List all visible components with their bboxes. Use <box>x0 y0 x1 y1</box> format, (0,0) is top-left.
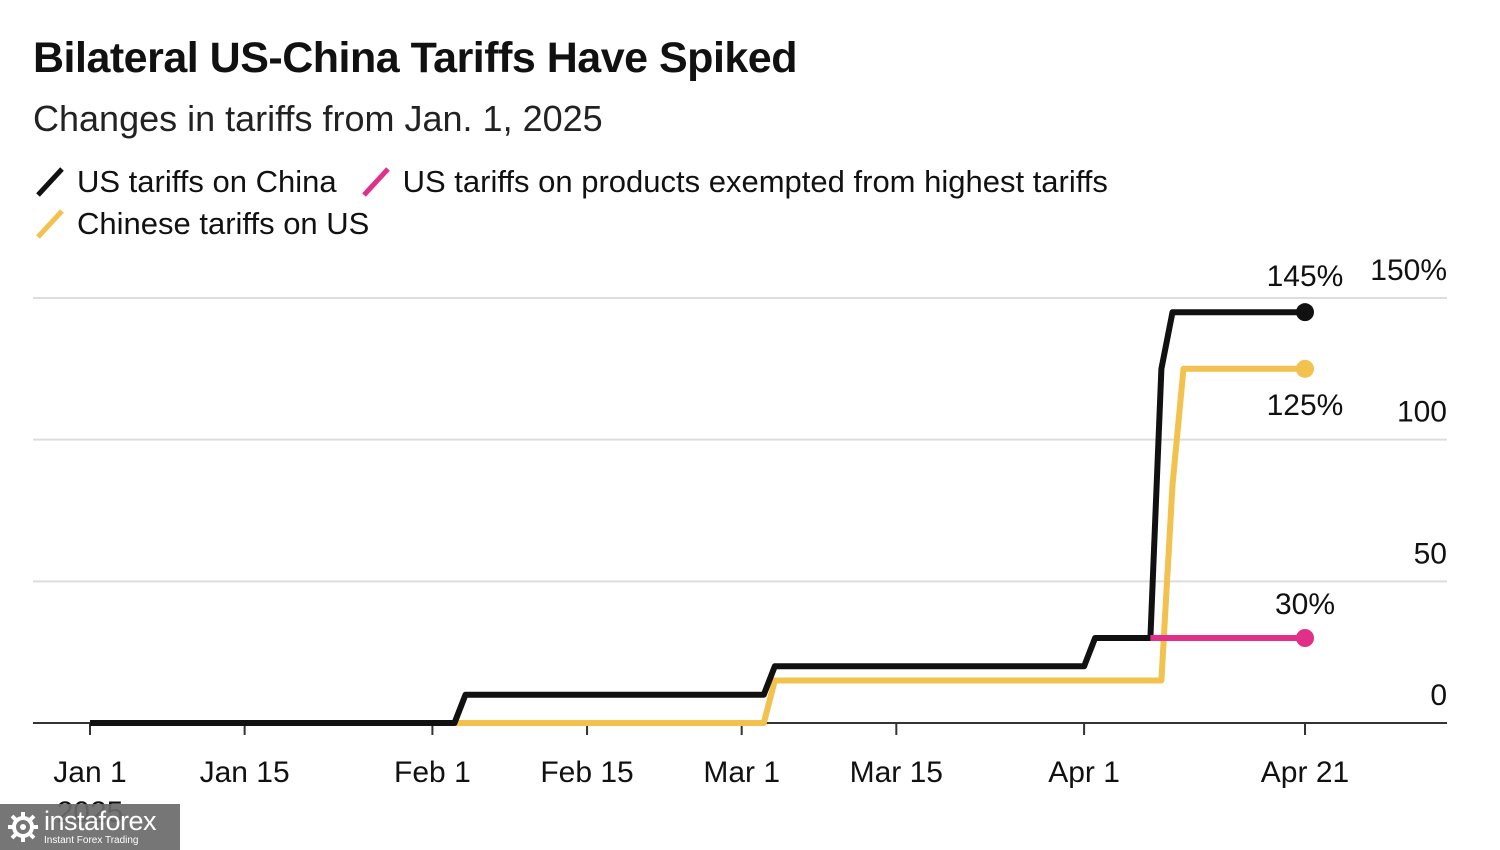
legend-row-2: Chinese tariffs on US <box>33 204 391 244</box>
watermark-brand: instaforex <box>44 806 157 836</box>
x-tick-label-2025-03-01: Mar 1 <box>703 756 780 789</box>
y-tick-label-150: 150% <box>1370 254 1447 287</box>
y-tick-label-50: 50 <box>1414 537 1447 570</box>
x-tick-label-2025-01-01: Jan 1 <box>53 756 126 789</box>
x-tick-label-2025-04-01: Apr 1 <box>1048 756 1120 789</box>
end-label-0: 145% <box>1267 260 1344 293</box>
y-tick-label-100: 100 <box>1397 396 1447 429</box>
legend-label-exempted: US tariffs on products exempted from hig… <box>402 164 1108 199</box>
legend-item-chinese-tariffs: Chinese tariffs on US <box>33 206 369 242</box>
x-tick-label-2025-02-01: Feb 1 <box>394 756 471 789</box>
end-markers <box>1296 303 1314 647</box>
x-tick-label-2025-01-15: Jan 15 <box>200 756 290 789</box>
end-marker-2 <box>1296 359 1314 378</box>
series-line-2 <box>90 365 1305 726</box>
watermark-logo-icon <box>8 812 38 842</box>
series-line-0 <box>90 309 1305 726</box>
legend-swatch-us-tariffs <box>36 167 64 197</box>
x-tick-label-2025-04-21: Apr 21 <box>1261 756 1349 789</box>
end-label-2: 125% <box>1267 389 1344 422</box>
legend-swatch-exempted <box>361 167 390 197</box>
chart-subtitle: Changes in tariffs from Jan. 1, 2025 <box>33 98 603 139</box>
legend-swatch-chinese-tariffs <box>36 209 64 239</box>
legend-item-exempted: US tariffs on products exempted from hig… <box>359 164 1108 200</box>
watermark: instaforex Instant Forex Trading <box>0 804 180 850</box>
chart-title: Bilateral US-China Tariffs Have Spiked <box>33 34 798 82</box>
x-tick-label-2025-03-15: Mar 15 <box>850 756 943 789</box>
end-marker-0 <box>1296 303 1314 322</box>
watermark-tagline: Instant Forex Trading <box>44 835 139 846</box>
end-label-1: 30% <box>1275 588 1335 621</box>
gridlines <box>33 297 1447 583</box>
legend-label-us-tariffs: US tariffs on China <box>77 164 337 199</box>
legend-label-chinese-tariffs: Chinese tariffs on US <box>77 206 370 241</box>
end-marker-1 <box>1296 629 1314 647</box>
legend-item-us-tariffs: US tariffs on China <box>33 164 337 200</box>
chart-labels: 0 50 100 150% Jan 1 Jan 15 Feb 1 Feb 15 Mar 1 Mar… <box>53 254 1447 829</box>
y-tick-label-0: 0 <box>1430 679 1447 712</box>
series-lines <box>90 309 1305 726</box>
legend: US tariffs on China US tariffs on produc… <box>33 162 1130 202</box>
x-tick-label-2025-02-15: Feb 15 <box>540 756 633 789</box>
